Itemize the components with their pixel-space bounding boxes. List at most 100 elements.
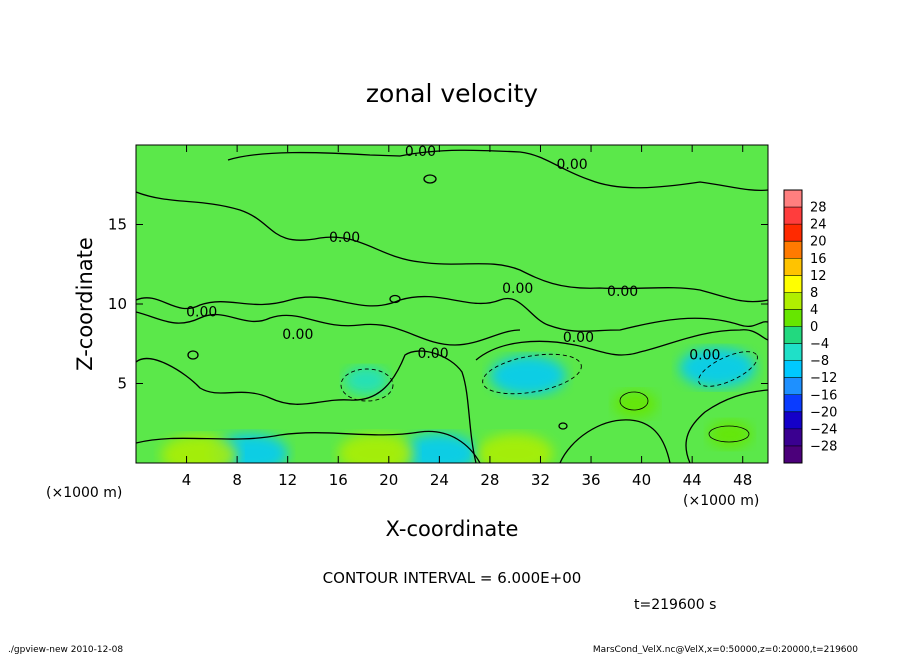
colorbar-swatch-16	[784, 445, 802, 464]
x-tick-label-48: 48	[733, 471, 752, 489]
feature-negative-3	[344, 366, 389, 395]
colorbar-swatch-10	[784, 343, 802, 361]
plot-background	[136, 145, 768, 463]
x-tick-label-4: 4	[182, 471, 192, 489]
colorbar-label-14: −24	[810, 422, 837, 437]
zero-contour-low-left	[136, 350, 477, 463]
colorbar-label-3: 20	[810, 235, 827, 250]
negative-contours	[340, 351, 758, 402]
colorbar-label-13: −20	[810, 405, 837, 420]
closed-contour-small-2	[389, 294, 401, 304]
contour-label-4: 0.00	[502, 281, 533, 297]
contour-labels: 0.00 0.00 0.00 0.00 0.00 0.00 0.00 0.00 0.00 0.00	[186, 144, 720, 364]
colorbar-label-9: −4	[810, 337, 829, 352]
colorbar-swatch-5	[784, 258, 802, 276]
y-tick-label-10: 10	[108, 295, 127, 313]
x-tick-label-44: 44	[683, 471, 702, 489]
colorbar-label-5: 12	[810, 269, 827, 284]
neg-contour-c	[340, 368, 394, 402]
time-label: t=219600 s	[634, 597, 716, 613]
zero-contour-lower	[136, 295, 768, 332]
x-axis-label: X-coordinate	[386, 517, 519, 541]
contour-interval-note: CONTOUR INTERVAL = 6.000E+00	[323, 569, 582, 587]
y-tick-label-15: 15	[108, 216, 127, 234]
y-tick-label-5: 5	[117, 375, 127, 393]
x-tick-label-32: 32	[531, 471, 550, 489]
colorbar-swatch-2	[784, 207, 802, 225]
zero-contour-low-mid	[475, 329, 768, 361]
colorbar-label-2: 24	[810, 218, 827, 233]
neg-contour-b	[698, 351, 758, 387]
feature-positive-9	[613, 390, 658, 419]
x-unit-label-right: (×1000 m)	[683, 493, 759, 509]
colorbar-label-1: 28	[810, 201, 827, 216]
colorbar-label-8: 0	[810, 320, 818, 335]
zero-contour-middle	[136, 191, 768, 303]
colorbar-swatch-8	[784, 309, 802, 327]
footer-right: MarsCond_VelX.nc@VelX,x=0:50000,z=0:2000…	[593, 645, 858, 654]
colorbar-swatch-11	[784, 360, 802, 378]
contour-label-8: 0.00	[563, 330, 594, 346]
x-tick-label-40: 40	[632, 471, 651, 489]
x-tick-label-12: 12	[278, 471, 297, 489]
colorbar: 28 24 20 16 12 8 4 0 −4 −8 −12 −16 −20 −24 −28	[783, 189, 837, 464]
pos-contour-b	[708, 425, 750, 443]
colorbar-label-15: −28	[810, 439, 837, 454]
contour-label-10: 0.00	[689, 348, 720, 364]
zero-contour-bottom-right	[559, 419, 671, 463]
x-tick-label-8: 8	[232, 471, 242, 489]
contour-label-3: 0.00	[329, 230, 360, 246]
closed-contour-small-4	[558, 422, 568, 430]
neg-contour-a	[482, 353, 582, 395]
colorbar-swatch-7	[784, 292, 802, 310]
feature-positive-6	[338, 433, 415, 463]
contour-lines	[136, 149, 768, 463]
y-axis-ticks: 5 10 15	[108, 216, 768, 393]
colorbar-label-6: 8	[810, 286, 818, 301]
contour-label-2: 0.00	[556, 157, 587, 173]
x-tick-label-24: 24	[430, 471, 449, 489]
colorbar-swatch-1	[784, 190, 802, 208]
feature-negative-2	[679, 347, 756, 388]
x-tick-label-28: 28	[480, 471, 499, 489]
feature-negative-1	[489, 355, 566, 396]
positive-contours	[619, 391, 750, 443]
contour-label-7: 0.00	[282, 327, 313, 343]
contour-label-5: 0.00	[607, 284, 638, 300]
colorbar-swatch-13	[784, 394, 802, 413]
x-unit-label-left: (×1000 m)	[46, 485, 122, 501]
colorbar-swatch-15	[784, 428, 802, 447]
feature-positive-8	[161, 435, 238, 463]
x-tick-label-16: 16	[329, 471, 348, 489]
colorbar-swatch-3	[784, 224, 802, 242]
feature-positive-10	[708, 420, 753, 449]
x-tick-label-36: 36	[581, 471, 600, 489]
zero-contour-top	[227, 149, 768, 192]
colorbar-label-7: 4	[810, 303, 818, 318]
colorbar-swatch-14	[784, 411, 802, 430]
colorbar-label-12: −16	[810, 388, 837, 403]
feature-layer	[161, 347, 756, 463]
feature-positive-7	[477, 433, 554, 463]
colorbar-swatch-4	[784, 241, 802, 259]
x-axis-ticks: 4 8 12 16 20 24 28 32 36 40 44 48	[182, 145, 752, 489]
contour-label-1: 0.00	[405, 144, 436, 160]
colorbar-swatch-9	[784, 326, 802, 344]
x-tick-label-20: 20	[379, 471, 398, 489]
pos-contour-a	[619, 391, 649, 411]
colorbar-label-11: −12	[810, 371, 837, 386]
contour-label-9: 0.00	[417, 346, 448, 362]
zero-contour-bottom-left	[136, 430, 481, 463]
colorbar-swatch-6	[784, 275, 802, 293]
colorbar-label-10: −8	[810, 354, 829, 369]
zero-contour-low-right	[685, 389, 768, 463]
contour-label-6: 0.00	[186, 305, 217, 321]
y-axis-label: Z-coordinate	[73, 237, 97, 371]
colorbar-label-4: 16	[810, 252, 827, 267]
zero-contour-upper-middle	[136, 311, 521, 346]
closed-contour-small-3	[187, 350, 199, 360]
footer-left: ./gpview-new 2010-12-08	[8, 645, 123, 654]
feature-negative-4	[401, 433, 478, 463]
chart-title: zonal velocity	[366, 79, 538, 108]
